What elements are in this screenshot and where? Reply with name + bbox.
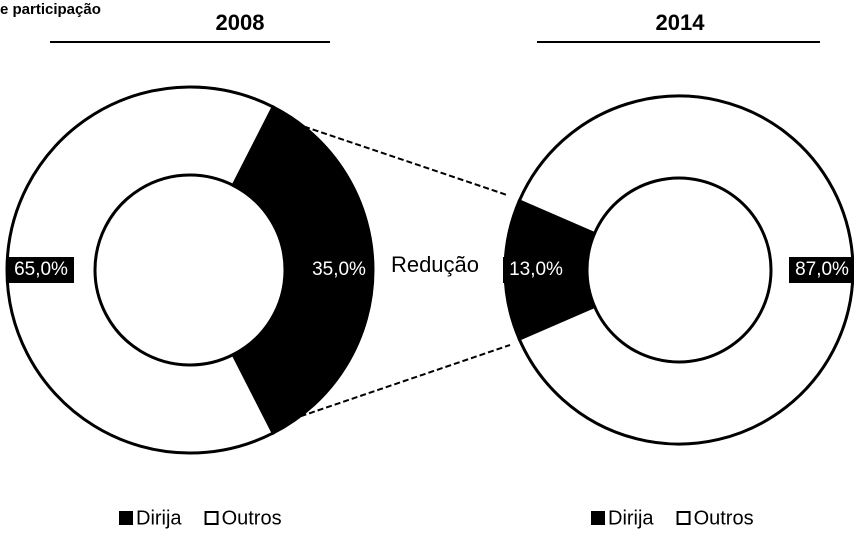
legend-label: Outros	[222, 507, 282, 529]
annotation: Redução	[391, 252, 479, 277]
legend-swatch	[676, 511, 691, 525]
data-label: 35,0%	[312, 259, 366, 280]
legend-label: Dirija	[136, 507, 182, 529]
data-label: 65,0%	[14, 259, 68, 280]
caption: e participação	[0, 1, 101, 18]
legend-label: Outros	[694, 507, 754, 529]
donut-segment	[231, 104, 375, 436]
donut-segment	[517, 94, 854, 446]
legend-swatch	[591, 511, 605, 525]
chart-title: 2014	[656, 10, 706, 35]
legend-label: Dirija	[608, 507, 654, 529]
label-background	[503, 257, 569, 283]
connector	[269, 114, 508, 196]
donut-segment	[5, 85, 276, 455]
data-label: 13,0%	[509, 259, 563, 280]
label-background	[306, 257, 372, 283]
label-background	[8, 257, 74, 283]
legend-swatch	[204, 511, 219, 525]
legend-swatch	[119, 511, 133, 525]
connector	[274, 344, 511, 426]
data-label: 87,0%	[795, 259, 849, 280]
chart-title: 2008	[216, 10, 265, 35]
label-background	[789, 257, 854, 283]
